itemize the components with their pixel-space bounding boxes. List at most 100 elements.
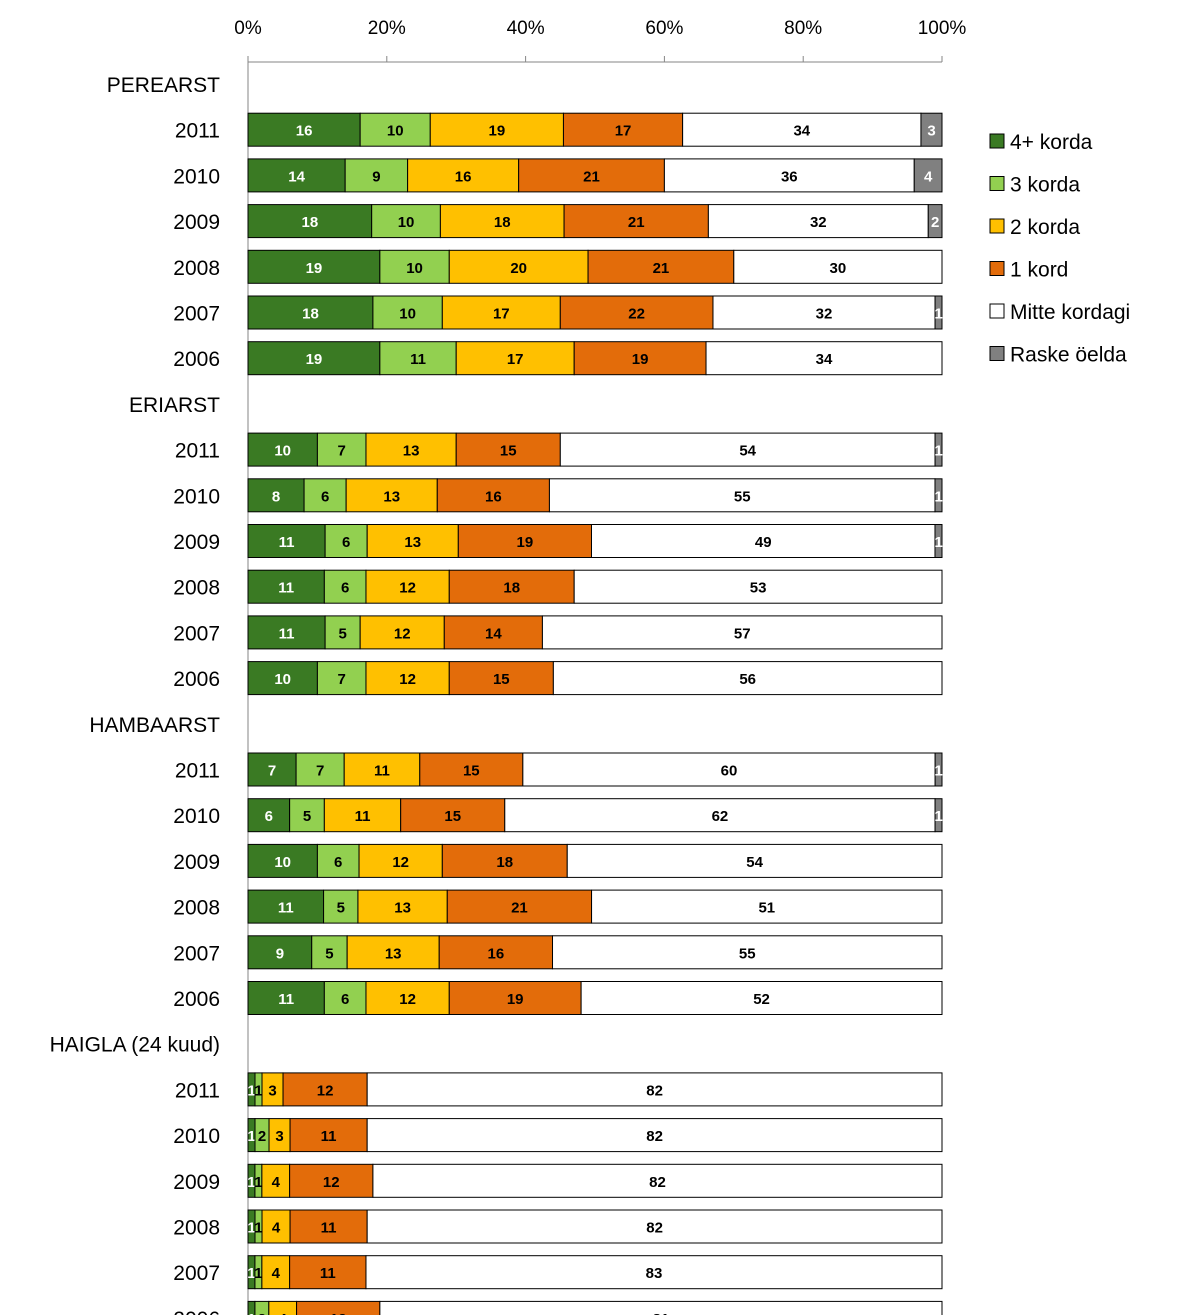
bar-segment [289,798,325,833]
bar-segment [357,889,448,924]
data-label: 3 [927,123,935,140]
data-label: 21 [511,900,528,917]
bar-segment [548,478,936,513]
data-label: 55 [734,488,751,505]
x-tick-label: 0% [234,18,262,39]
data-label: 18 [503,580,520,597]
bar-segment [295,752,345,787]
year-label: 2010 [173,485,220,508]
data-label: 5 [325,945,333,962]
bar-segment [359,615,445,650]
bar-segment [522,752,936,787]
bar-segment [707,204,929,239]
data-label: 57 [734,625,751,642]
data-label: 18 [302,306,319,323]
bar-segment [366,1209,943,1244]
data-label: 20 [510,260,527,277]
year-label: 2006 [173,668,220,691]
data-label: 1 [254,1220,262,1237]
data-label: 2 [931,214,939,231]
data-label: 36 [781,168,798,185]
data-label: 5 [337,900,345,917]
data-label: 82 [646,1082,663,1099]
bar-segment [247,295,374,330]
data-label: 30 [830,260,847,277]
data-label: 19 [306,260,323,277]
bar-segment [366,524,459,558]
data-label: 83 [646,1265,663,1282]
data-label: 19 [517,534,534,551]
data-label: 16 [455,168,472,185]
bar-segment [448,249,589,284]
x-tick-label: 40% [507,18,545,39]
data-label: 11 [278,991,294,1008]
data-label: 9 [276,945,284,962]
data-label: 15 [493,671,510,688]
data-label: 62 [712,808,729,825]
data-label: 15 [463,763,480,780]
bar-segment [247,478,305,513]
bar-segment [441,295,561,330]
data-label: 11 [374,763,390,780]
data-label: 11 [279,534,295,551]
data-label: 11 [321,1220,337,1237]
year-label: 2008 [173,577,220,600]
data-label: 49 [755,534,772,551]
bar-segment [441,843,568,878]
data-label: 15 [500,443,517,460]
bar-segment [296,1300,381,1315]
data-label: 18 [301,214,318,231]
bar-segment [247,204,373,239]
year-label: 2011 [175,1079,220,1102]
data-label: 13 [383,488,400,505]
data-label: 11 [278,580,294,597]
bar-segment [446,889,593,924]
data-label: 53 [750,580,767,597]
bar-segment [573,341,707,376]
data-label: 4 [272,1174,281,1191]
bar-segment [371,204,441,239]
bar-segment [379,249,450,284]
bar-segment [934,478,943,513]
data-label: 7 [316,763,324,780]
data-label: 12 [394,625,411,642]
year-label: 2010 [173,1125,220,1148]
bar-segment [247,341,381,376]
group-label: PEREARST [107,74,220,97]
group-label: ERIARST [129,394,220,417]
data-label: 17 [493,306,510,323]
bar-segment [372,1163,943,1198]
bar-segment [705,341,943,376]
data-label: 2 [258,1128,266,1145]
data-label: 34 [816,351,833,368]
data-label: 32 [810,214,827,231]
data-label: 1 [254,1174,262,1191]
bar-segment [247,524,326,558]
data-label: 7 [338,443,346,460]
year-label: 2010 [173,805,220,828]
bar-segment [324,524,368,558]
x-tick-label: 100% [918,18,967,39]
bar-segment [282,1072,368,1107]
year-label: 2009 [173,851,220,874]
year-label: 2006 [173,348,220,371]
data-label: 12 [392,854,409,871]
data-label: 7 [268,763,276,780]
bar-segment [379,1300,943,1315]
bar-segment [247,752,297,787]
bar-segment [316,661,367,696]
bar-segment [366,1072,943,1107]
bar-segment [455,341,575,376]
data-label: 19 [632,351,649,368]
data-label: 16 [296,123,313,140]
legend-label: Raske öelda [1010,344,1127,367]
year-label: 2006 [173,1308,220,1315]
data-label: 1 [934,443,942,460]
year-label: 2011 [175,120,220,143]
group-label: HAMBAARST [89,714,220,737]
year-label: 2009 [173,531,220,554]
data-label: 15 [444,808,461,825]
data-label: 10 [387,123,404,140]
data-label: 22 [628,306,645,323]
bar-segment [289,1163,374,1198]
